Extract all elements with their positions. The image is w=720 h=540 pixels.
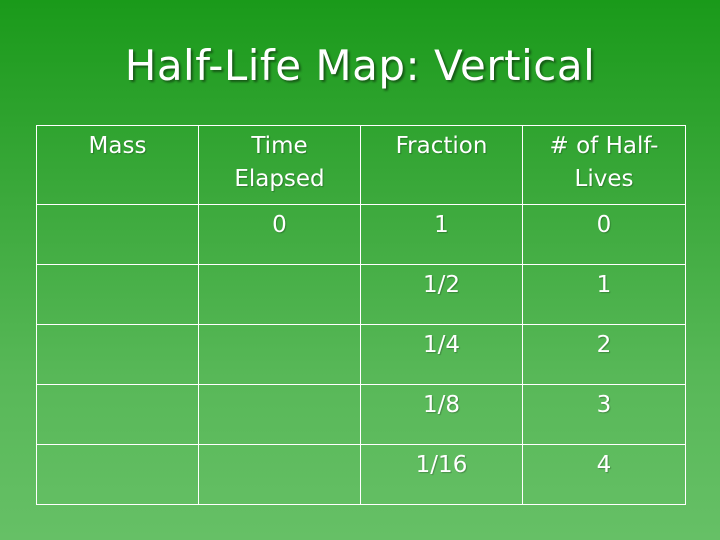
header-mass: Mass [36,125,199,205]
cell-mass [36,324,199,385]
cell-half-lives: 4 [522,444,686,505]
table-row: 1/16 4 [36,444,686,505]
half-life-table: Mass Time Elapsed Fraction # of Half-Liv… [36,125,686,505]
cell-fraction: 1/2 [360,264,523,325]
header-fraction: Fraction [360,125,523,205]
cell-mass [36,444,199,505]
cell-time-elapsed: 0 [198,204,361,265]
cell-fraction: 1/8 [360,384,523,445]
table-row: 0 1 0 [36,204,686,265]
cell-mass [36,384,199,445]
slide-title: Half-Life Map: Vertical [124,41,596,90]
cell-half-lives: 2 [522,324,686,385]
cell-time-elapsed [198,444,361,505]
cell-half-lives: 0 [522,204,686,265]
cell-time-elapsed [198,384,361,445]
cell-time-elapsed [198,324,361,385]
table-row: 1/8 3 [36,384,686,445]
table-row: 1/4 2 [36,324,686,385]
header-half-lives: # of Half-Lives [522,125,686,205]
cell-mass [36,204,199,265]
cell-half-lives: 1 [522,264,686,325]
cell-mass [36,264,199,325]
cell-time-elapsed [198,264,361,325]
table-row: 1/2 1 [36,264,686,325]
table-header-row: Mass Time Elapsed Fraction # of Half-Liv… [36,125,686,205]
cell-fraction: 1 [360,204,523,265]
cell-fraction: 1/16 [360,444,523,505]
header-time-elapsed: Time Elapsed [198,125,361,205]
cell-fraction: 1/4 [360,324,523,385]
cell-half-lives: 3 [522,384,686,445]
